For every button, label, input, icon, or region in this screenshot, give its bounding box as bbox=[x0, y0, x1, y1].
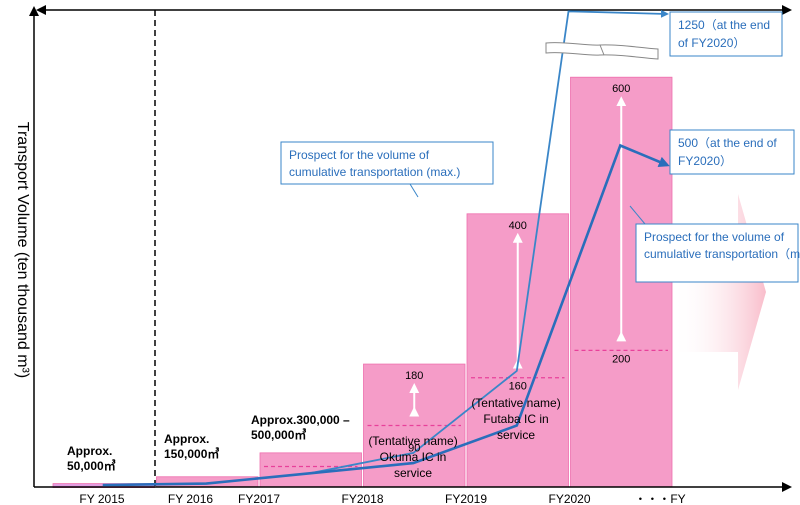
x-axis-suffix: ・・・FY bbox=[634, 492, 685, 505]
annotation-ic-1: (Tentative name) Futaba IC in service bbox=[471, 396, 560, 442]
labels-layer: 180 90 400 160 600 200 FY 2015 FY 2016 FY2017 FY2… bbox=[67, 11, 800, 505]
x-tick-4: FY2019 bbox=[445, 492, 487, 505]
future-arrow bbox=[672, 194, 766, 390]
end-label-1: 500（at the end of FY2020） bbox=[678, 136, 777, 168]
x-tick-1: FY 2016 bbox=[168, 492, 213, 505]
annotation-ic-0: (Tentative name) Okuma IC in service bbox=[368, 434, 457, 480]
end-label-0: 1250（at the end of FY2020） bbox=[678, 18, 770, 50]
series-callout-box-0 bbox=[280, 141, 494, 185]
volume-label-1: Approx. 150,000㎥ bbox=[164, 432, 219, 461]
series-lines-layer bbox=[102, 9, 670, 487]
y-axis-label: Transport Volume (ten thousand m³) bbox=[14, 122, 31, 378]
min-label-4: 160 bbox=[509, 381, 527, 393]
max-label-4: 400 bbox=[509, 220, 527, 232]
x-tick-3: FY2018 bbox=[341, 492, 383, 505]
end-label-box-1 bbox=[669, 129, 795, 175]
range-arrows-layer bbox=[409, 96, 627, 417]
volume-label-2: Approx.300,000 –500,000㎥ bbox=[251, 413, 350, 442]
axis-break bbox=[545, 42, 659, 60]
min-label-3: 90 bbox=[408, 443, 420, 455]
series-callout-box-1 bbox=[635, 223, 799, 283]
series-line-min bbox=[102, 143, 670, 487]
bar-fy2016 bbox=[156, 476, 259, 488]
end-label-box-0 bbox=[669, 11, 783, 57]
callout-pointer-1 bbox=[629, 205, 646, 225]
min-label-5: 200 bbox=[612, 353, 630, 365]
series-callout-1: Prospect for the volume of cumulative tra… bbox=[644, 230, 800, 261]
x-tick-5: FY2020 bbox=[548, 492, 590, 505]
max-label-3: 180 bbox=[405, 370, 423, 382]
x-tick-2: FY2017 bbox=[238, 492, 280, 505]
x-tick-0: FY 2015 bbox=[79, 492, 124, 505]
callout-pointer-0 bbox=[409, 183, 419, 198]
max-label-5: 600 bbox=[612, 83, 630, 95]
volume-label-0: Approx. 50,000㎥ bbox=[67, 444, 116, 473]
bars-layer bbox=[52, 76, 673, 488]
series-callout-0: Prospect for the volume of cumulative tra… bbox=[289, 148, 460, 179]
